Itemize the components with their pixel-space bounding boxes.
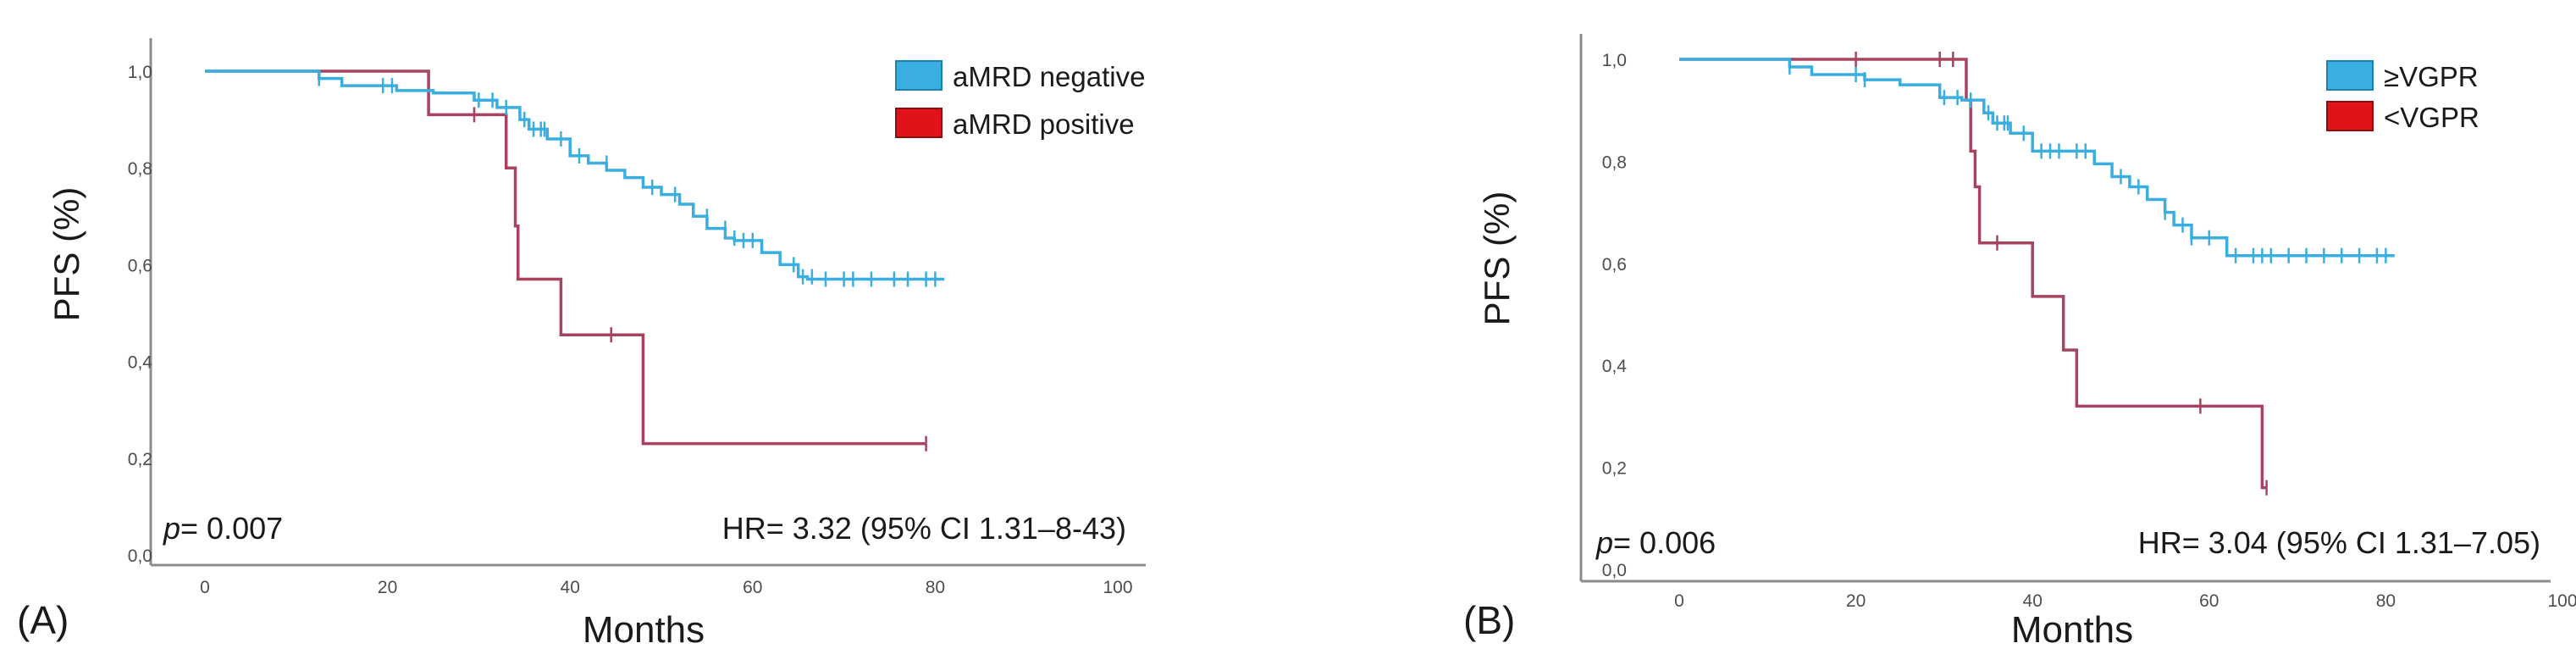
legend-label-negative: aMRD negative [953,61,1145,92]
y-tick-label: 0,0 [128,546,152,566]
survival-curve-negative [205,69,945,281]
x-tick-label: 80 [926,578,945,597]
legend-label-positive: <VGPR [2384,102,2479,133]
survival-curve-positive [1679,58,2267,490]
p-italic: p [1595,525,1613,560]
y-axis-label: PFS (%) [1477,191,1517,326]
x-tick-label: 0 [1674,591,1684,611]
y-axis-label: PFS (%) [47,187,86,322]
x-tick-label: 60 [743,578,762,597]
y-tick-label: 0,6 [1602,255,1627,274]
y-tick-label: 0,8 [128,159,152,179]
x-axis-label: Months [2011,609,2133,651]
hr-annotation: HR= 3.04 (95% CI 1.31–7.05) [2138,525,2540,560]
survival-curves [205,69,945,452]
survival-curve-positive [205,69,926,446]
x-tick-label: 0 [200,578,210,597]
y-tick-label: 0,8 [1602,152,1627,172]
x-tick-label: 20 [378,578,397,597]
survival-curve-negative [1679,58,2395,258]
x-axis-label: Months [583,609,705,651]
legend-swatch-negative [2326,60,2374,91]
x-tick-label: 20 [1846,591,1866,611]
y-tick-label: 0,2 [1602,459,1627,479]
y-tick-label: 0,2 [128,450,152,469]
x-tick-label: 100 [2547,591,2576,611]
legend-label-negative: ≥VGPR [2384,61,2479,92]
hr-annotation: HR= 3.32 (95% CI 1.31–8-43) [722,511,1126,546]
y-tick-label: 0,4 [1602,357,1628,376]
legend-swatch-positive [895,108,943,138]
panel-a: 0,00,20,40,60,81,0 0 20 40 60 80 100 PFS (%) … [17,38,1146,651]
p-value: = 0.007 [180,511,283,546]
y-tick-labels: 0,0 0,2 0,4 0,6 0,8 1,0 [1602,51,1628,580]
y-tick-label: 1,0 [1602,51,1627,70]
p-value: = 0.006 [1613,525,1716,560]
panel-label: (B) [1463,598,1515,642]
legend-swatch-negative [895,60,943,91]
legend-swatch-positive [2326,101,2374,131]
survival-curves [1679,52,2395,496]
y-tick-label: 0,0 [1602,561,1627,580]
x-tick-labels: 0 20 40 60 80 100 [200,578,1132,597]
y-tick-label: 1,0 [128,63,152,82]
panel-b: 0,00,20,40,60,81,0 0 20 40 60 80 100 PFS (%) … [1463,34,2576,651]
y-tick-labels: 0,0 0,2 0,4 0,6 0,8 1,0 [128,63,153,566]
y-tick-label: 0,4 [128,353,153,373]
legend: aMRD negative aMRD positive [895,60,1145,140]
legend-label-positive: aMRD positive [953,108,1135,140]
panel-label: (A) [17,598,69,642]
x-tick-label: 80 [2376,591,2396,611]
x-tick-label: 40 [2023,591,2043,611]
p-italic: p [163,511,180,546]
x-tick-label: 60 [2199,591,2219,611]
y-tick-label: 0,6 [128,256,152,275]
x-tick-label: 100 [1103,578,1132,597]
x-tick-labels: 0 20 40 60 80 100 [1674,591,2576,611]
p-value-annotation: p= 0.006 [1595,525,1716,560]
x-tick-label: 40 [561,578,580,597]
p-value-annotation: p= 0.007 [163,511,283,546]
legend: ≥VGPR <VGPR [2326,60,2479,133]
